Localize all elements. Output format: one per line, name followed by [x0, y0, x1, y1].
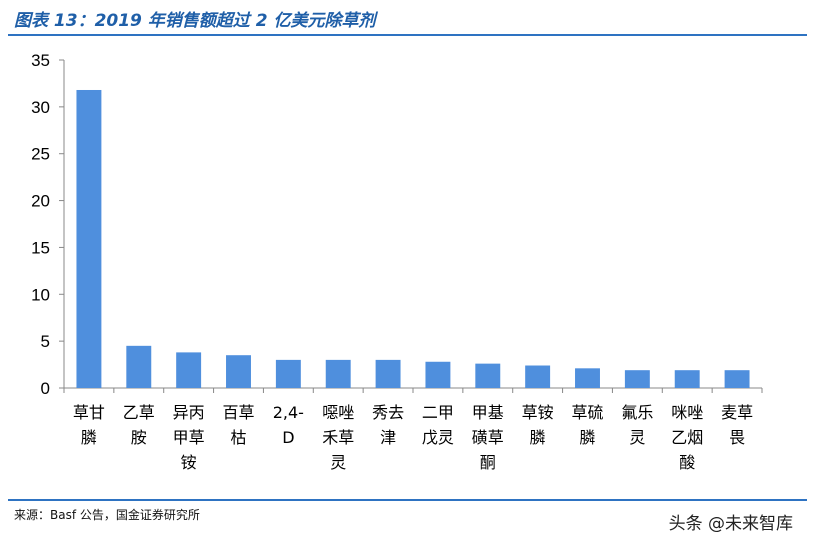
bar-14: [724, 370, 750, 388]
y-tick-label: 0: [41, 379, 50, 398]
bar-5: [275, 359, 301, 388]
footer-rule: [8, 499, 807, 501]
x-category-label: 噁唑禾草灵: [322, 403, 354, 472]
y-tick-label: 25: [31, 145, 50, 164]
bar-12: [624, 370, 650, 388]
y-tick-label: 30: [31, 98, 50, 117]
bar-10: [525, 365, 551, 388]
x-category-label: 2,4-D: [273, 403, 304, 447]
x-category-label: 百草枯: [222, 403, 254, 447]
bar-4: [226, 355, 251, 388]
x-category-label: 二甲戊灵: [422, 403, 454, 447]
title-rule: [8, 34, 807, 36]
x-category-label: 甲基磺草酮: [472, 403, 504, 472]
y-tick-label: 5: [41, 332, 50, 351]
bar-7: [375, 359, 401, 388]
x-category-label: 咪唑乙烟酸: [671, 403, 703, 472]
x-category-label: 氟乐灵: [621, 403, 653, 447]
bar-11: [575, 368, 600, 388]
bar-9: [475, 363, 501, 388]
y-tick-label: 15: [31, 238, 50, 257]
x-category-label: 草甘膦: [73, 403, 105, 447]
chart-title: 图表 13：2019 年销售额超过 2 亿美元除草剂: [14, 11, 376, 31]
x-category-label: 草硫膦: [571, 403, 603, 447]
x-category-label: 乙草胺: [123, 403, 155, 447]
watermark: 头条 @未来智库: [668, 514, 793, 534]
x-category-label: 异丙甲草铵: [173, 403, 205, 472]
bar-2: [126, 345, 152, 388]
bar-3: [176, 352, 202, 388]
y-tick-label: 20: [31, 192, 50, 211]
bar-1: [76, 89, 102, 388]
bar-6: [325, 359, 351, 388]
y-tick-label: 35: [31, 51, 50, 70]
bar-8: [425, 361, 451, 388]
x-category-label: 麦草畏: [721, 403, 753, 447]
bar-13: [674, 370, 700, 388]
y-tick-label: 10: [31, 285, 50, 304]
x-category-label: 草铵膦: [522, 403, 554, 447]
x-category-label: 秀去津: [372, 403, 404, 447]
source-note: 来源：Basf 公告，国金证券研究所: [14, 508, 200, 522]
